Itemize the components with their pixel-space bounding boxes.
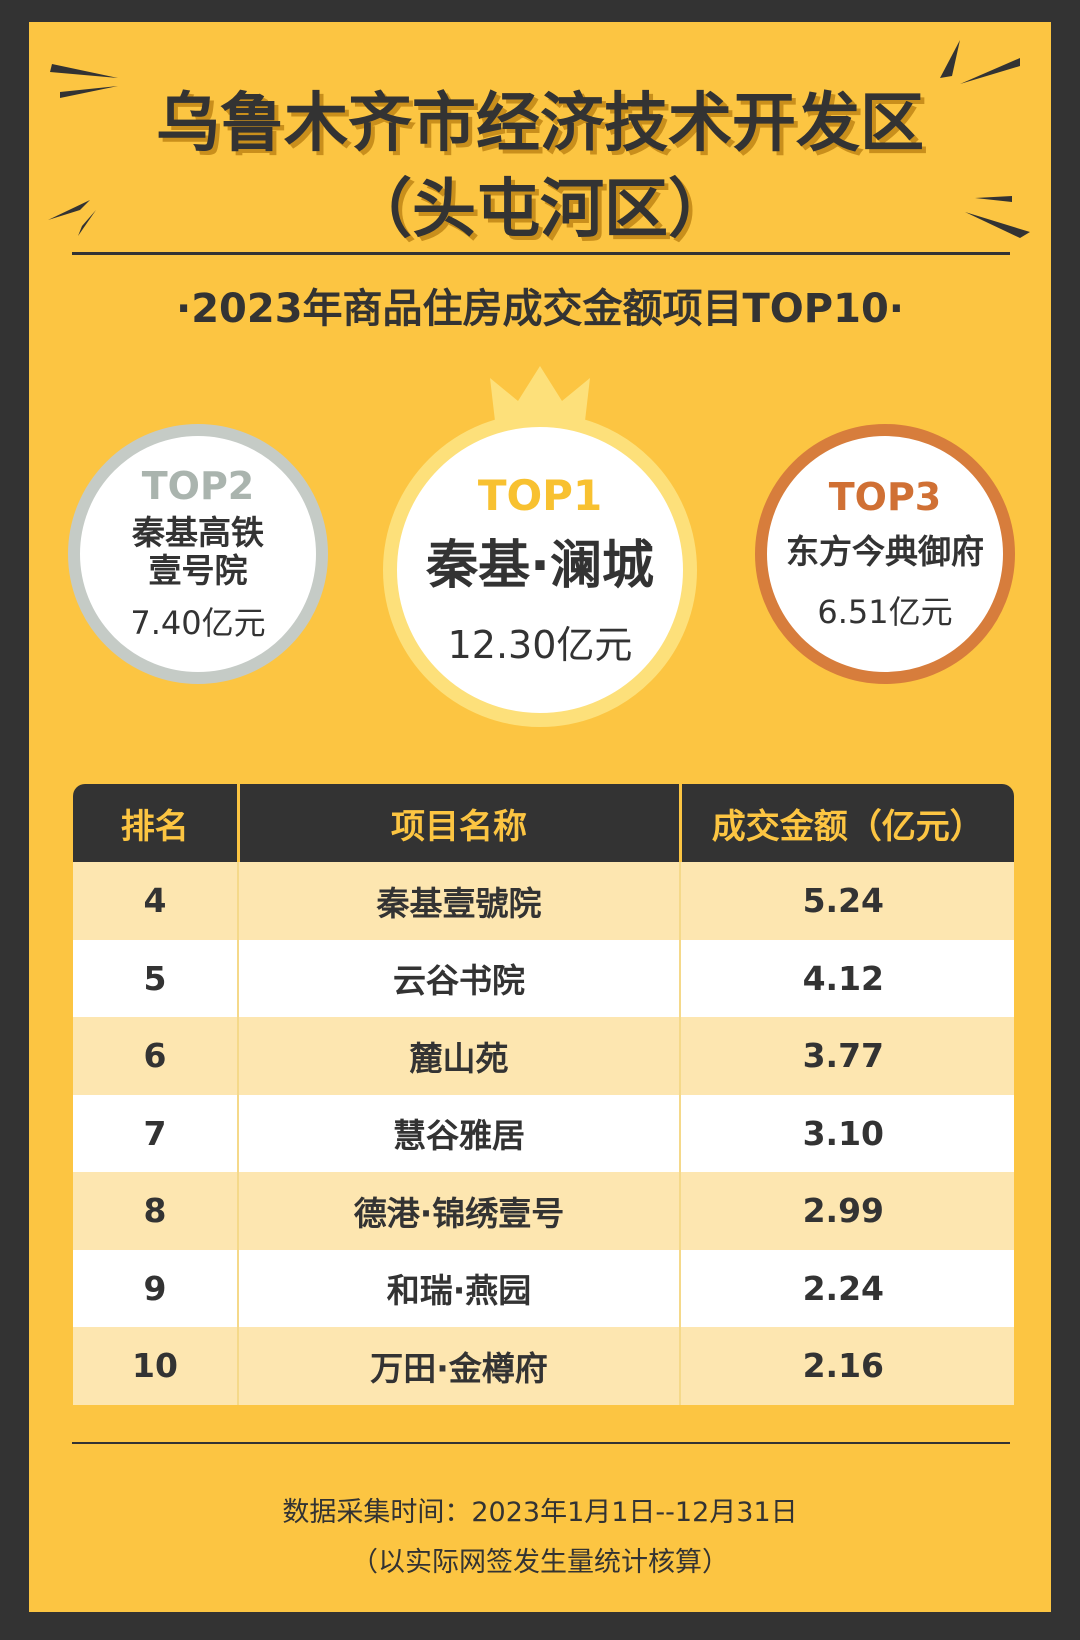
top1-badge: TOP1 秦基·澜城 12.30亿元 (383, 413, 697, 727)
table-row: 9 和瑞·燕园 2.24 (73, 1249, 1014, 1327)
cell-project-name: 和瑞·燕园 (237, 1249, 680, 1327)
top2-amount: 7.40亿元 (130, 604, 266, 642)
cell-amount: 3.10 (679, 1094, 1014, 1172)
cell-project-name: 德港·锦绣壹号 (237, 1172, 680, 1250)
top3-rank: TOP3 (828, 475, 942, 519)
column-header-project: 项目名称 (236, 784, 680, 862)
cell-rank: 4 (73, 862, 238, 940)
decorative-strokes-icon (48, 40, 1030, 238)
footer-date-range: 数据采集时间：2023年1月1日--12月31日 (282, 1497, 798, 1528)
column-header-amount: 成交金额（亿元） (678, 784, 1014, 862)
crown-icon (490, 366, 590, 421)
cell-amount: 5.24 (679, 862, 1014, 940)
top2-name: 秦基高铁 壹号院 (132, 513, 264, 590)
table-row: 8 德港·锦绣壹号 2.99 (73, 1172, 1014, 1250)
column-header-rank: 排名 (73, 784, 238, 862)
top1-amount: 12.30亿元 (447, 623, 633, 667)
cell-amount: 3.77 (679, 1017, 1014, 1095)
footer-note: （以实际网签发生量统计核算） (351, 1547, 729, 1578)
cell-amount: 2.16 (679, 1327, 1014, 1405)
top1-name: 秦基·澜城 (426, 536, 654, 596)
top2-rank: TOP2 (141, 464, 255, 508)
cell-amount: 2.24 (679, 1249, 1014, 1327)
table-row: 7 慧谷雅居 3.10 (73, 1094, 1014, 1172)
cell-rank: 6 (73, 1017, 238, 1095)
page-title: 乌鲁木齐市经济技术开发区 (156, 87, 924, 161)
cell-rank: 5 (73, 939, 238, 1017)
cell-project-name: 云谷书院 (237, 939, 680, 1017)
top3-name: 东方今典御府 (786, 532, 984, 571)
table-row: 10 万田·金樽府 2.16 (73, 1327, 1014, 1405)
page-title-district: （头屯河区） (348, 173, 732, 247)
cell-project-name: 慧谷雅居 (237, 1094, 680, 1172)
cell-rank: 10 (73, 1327, 238, 1405)
top3-amount: 6.51亿元 (817, 593, 953, 631)
cell-project-name: 万田·金樽府 (237, 1327, 680, 1405)
table-row: 6 麓山苑 3.77 (73, 1017, 1014, 1095)
top2-badge: TOP2 秦基高铁 壹号院 7.40亿元 (68, 424, 328, 684)
cell-rank: 8 (73, 1172, 238, 1250)
table-row: 4 秦基壹號院 5.24 (73, 862, 1014, 940)
table-row: 5 云谷书院 4.12 (73, 939, 1014, 1017)
cell-project-name: 麓山苑 (237, 1017, 680, 1095)
cell-rank: 9 (73, 1249, 238, 1327)
divider (72, 252, 1010, 255)
top1-rank: TOP1 (477, 471, 603, 520)
subtitle: ·2023年商品住房成交金额项目TOP10· (176, 286, 904, 332)
footer-divider (72, 1442, 1010, 1444)
cell-rank: 7 (73, 1094, 238, 1172)
cell-amount: 2.99 (679, 1172, 1014, 1250)
cell-project-name: 秦基壹號院 (237, 862, 680, 940)
top3-badge: TOP3 东方今典御府 6.51亿元 (755, 424, 1015, 684)
ranking-table: 排名 项目名称 成交金额（亿元） 4 秦基壹號院 5.24 5 云谷书院 4.12 6 麓山苑… (73, 784, 1014, 1405)
cell-amount: 4.12 (679, 939, 1014, 1017)
